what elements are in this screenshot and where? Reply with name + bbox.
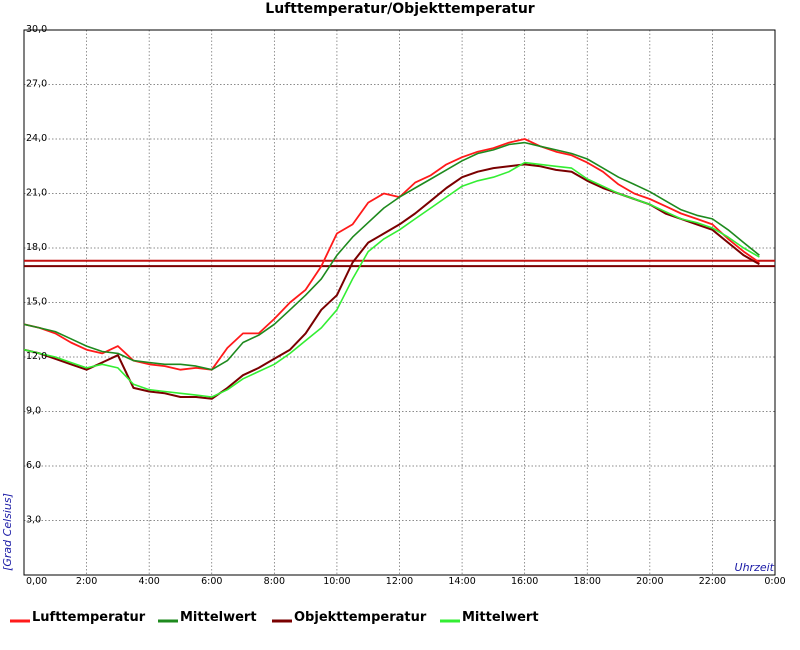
x-tick-label: 10:00 bbox=[323, 576, 350, 587]
x-tick-label: 8:00 bbox=[264, 576, 285, 587]
reference-lines bbox=[24, 259, 775, 268]
legend-label: Objekttemperatur bbox=[294, 610, 427, 625]
x-tick-label: 20:00 bbox=[636, 576, 663, 587]
y-tick-label: 15,0 bbox=[26, 297, 47, 308]
grid bbox=[23, 29, 776, 576]
x-tick-label: 6:00 bbox=[201, 576, 222, 587]
y-tick-label: 18,0 bbox=[26, 242, 47, 253]
y-tick-label: 6,0 bbox=[26, 460, 41, 471]
legend-label: Lufttemperatur bbox=[32, 610, 146, 625]
y-tick-label: 30,0 bbox=[26, 24, 47, 35]
series-line-4 bbox=[23, 161, 760, 398]
chart-title: Lufttemperatur/Objekttemperatur bbox=[265, 1, 535, 17]
x-tick-labels: 0,00 2:00 4:00 6:00 8:00 10:00 12:00 14:00 16:00… bbox=[26, 576, 786, 587]
y-tick-label: 27,0 bbox=[26, 79, 47, 90]
x-tick-label: 2:00 bbox=[76, 576, 97, 587]
y-tick-label: 9,0 bbox=[26, 406, 41, 417]
series-line-2 bbox=[23, 141, 760, 371]
x-tick-label: 14:00 bbox=[448, 576, 475, 587]
y-tick-label: 12,0 bbox=[26, 351, 47, 362]
y-tick-label: 24,0 bbox=[26, 133, 47, 144]
series-line-1 bbox=[23, 138, 760, 371]
legend-label: Mittelwert bbox=[180, 610, 257, 625]
y-axis-label: [Grad Celsius] bbox=[1, 493, 14, 571]
legend: Lufttemperatur Mittelwert Objekttemperatur… bbox=[10, 610, 539, 625]
y-tick-label: 21,0 bbox=[26, 188, 47, 199]
x-tick-label: 16:00 bbox=[511, 576, 538, 587]
x-tick-label: 0,00 bbox=[26, 576, 47, 587]
y-tick-label: 3,0 bbox=[26, 515, 41, 526]
x-tick-label: 12:00 bbox=[386, 576, 413, 587]
x-tick-label: 4:00 bbox=[138, 576, 159, 587]
x-axis-label: Uhrzeit bbox=[735, 561, 775, 574]
x-tick-label: 22:00 bbox=[699, 576, 726, 587]
legend-label: Mittelwert bbox=[462, 610, 539, 625]
y-tick-labels: 3,0 6,0 9,0 12,0 15,0 18,0 21,0 24,0 27,0 30,0 bbox=[26, 24, 47, 526]
x-tick-label: 18:00 bbox=[574, 576, 601, 587]
x-tick-label: 0:00 bbox=[764, 576, 785, 587]
series-layer bbox=[23, 138, 760, 400]
plot-frame bbox=[23, 29, 776, 576]
